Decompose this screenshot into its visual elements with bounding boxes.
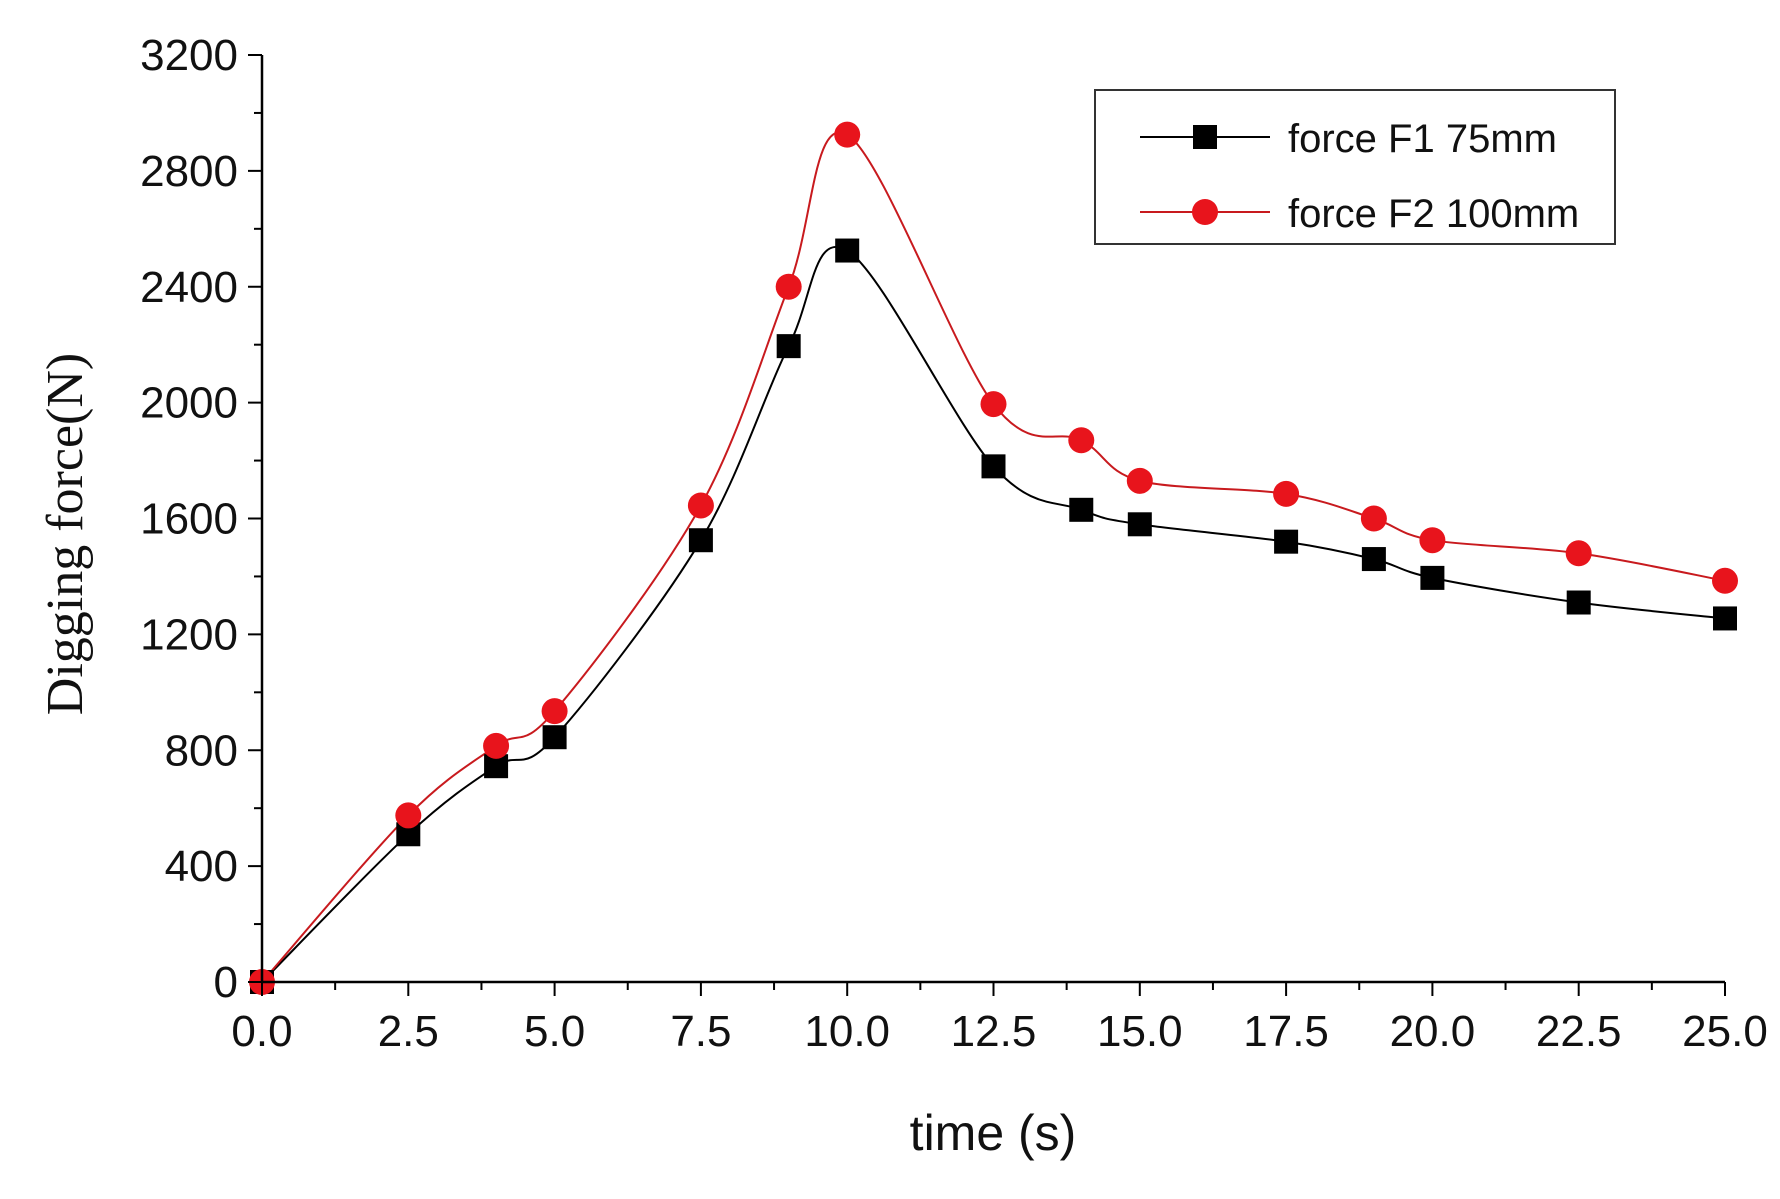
y-tick-label: 2800 bbox=[140, 147, 238, 196]
data-point-f2 bbox=[980, 391, 1007, 418]
data-point-f1 bbox=[1069, 497, 1094, 522]
data-point-f1 bbox=[835, 238, 860, 263]
y-tick-label: 2000 bbox=[140, 379, 238, 428]
series-lines bbox=[261, 131, 1726, 983]
data-point-f1 bbox=[1566, 590, 1591, 615]
data-point-f2 bbox=[395, 802, 422, 829]
data-point-f1 bbox=[1420, 565, 1445, 590]
x-tick-label: 7.5 bbox=[670, 1007, 731, 1056]
x-tick-label: 22.5 bbox=[1536, 1007, 1622, 1056]
legend-label-f1: force F1 75mm bbox=[1288, 117, 1557, 161]
y-tick-label: 1600 bbox=[140, 495, 238, 544]
data-point-f2 bbox=[687, 492, 714, 519]
y-tick-label: 3200 bbox=[140, 31, 238, 80]
data-point-f2 bbox=[1273, 480, 1300, 507]
data-point-f1 bbox=[981, 454, 1006, 479]
data-point-f1 bbox=[1713, 606, 1737, 631]
x-axis-title: time (s) bbox=[910, 1105, 1077, 1161]
x-tick-label: 15.0 bbox=[1097, 1007, 1183, 1056]
tick-labels: 0 400 800 1200 1600 2000 2400 2800 3200 0.0 2.5 5.0… bbox=[140, 31, 1768, 1056]
legend-box bbox=[1094, 89, 1616, 245]
axes bbox=[248, 54, 1726, 996]
legend-marker-f2 bbox=[1192, 199, 1218, 225]
x-tick-label: 10.0 bbox=[804, 1007, 890, 1056]
data-point-f1 bbox=[542, 725, 567, 750]
x-tick-label: 2.5 bbox=[378, 1007, 439, 1056]
y-tick-label: 0 bbox=[214, 958, 238, 1007]
x-tick-label: 17.5 bbox=[1243, 1007, 1329, 1056]
series-line-2 bbox=[261, 131, 1726, 983]
data-point-f2 bbox=[1360, 505, 1387, 532]
data-point-f1 bbox=[1274, 529, 1299, 554]
data-point-f1 bbox=[1361, 547, 1386, 572]
legend: force F1 75mm force F2 100mm bbox=[1094, 89, 1616, 245]
data-point-f2 bbox=[834, 121, 861, 148]
y-tick-label: 400 bbox=[165, 842, 238, 891]
data-point-f2 bbox=[1419, 527, 1446, 554]
data-point-f2 bbox=[1565, 540, 1592, 567]
series-markers bbox=[249, 121, 1738, 995]
data-point-f1 bbox=[1127, 512, 1152, 537]
y-tick-label: 1200 bbox=[140, 610, 238, 659]
data-point-f2 bbox=[775, 273, 802, 300]
data-point-f1 bbox=[688, 528, 713, 553]
data-point-f2 bbox=[1712, 567, 1738, 594]
legend-marker-f1 bbox=[1193, 125, 1217, 149]
legend-label-f2: force F2 100mm bbox=[1288, 192, 1579, 236]
x-tick-label: 0.0 bbox=[231, 1007, 292, 1056]
y-tick-label: 2400 bbox=[140, 263, 238, 312]
x-tick-label: 20.0 bbox=[1390, 1007, 1476, 1056]
series-line-1 bbox=[261, 246, 1726, 983]
y-axis-title: Digging force(N) bbox=[37, 353, 94, 715]
x-tick-label: 25.0 bbox=[1682, 1007, 1768, 1056]
data-point-f2 bbox=[1126, 467, 1153, 494]
y-tick-label: 800 bbox=[165, 726, 238, 775]
data-point-f2 bbox=[1068, 427, 1095, 454]
data-point-f2 bbox=[483, 732, 510, 759]
x-tick-label: 5.0 bbox=[524, 1007, 585, 1056]
data-point-f2 bbox=[541, 698, 568, 725]
data-point-f1 bbox=[776, 334, 801, 359]
x-tick-label: 12.5 bbox=[951, 1007, 1037, 1056]
